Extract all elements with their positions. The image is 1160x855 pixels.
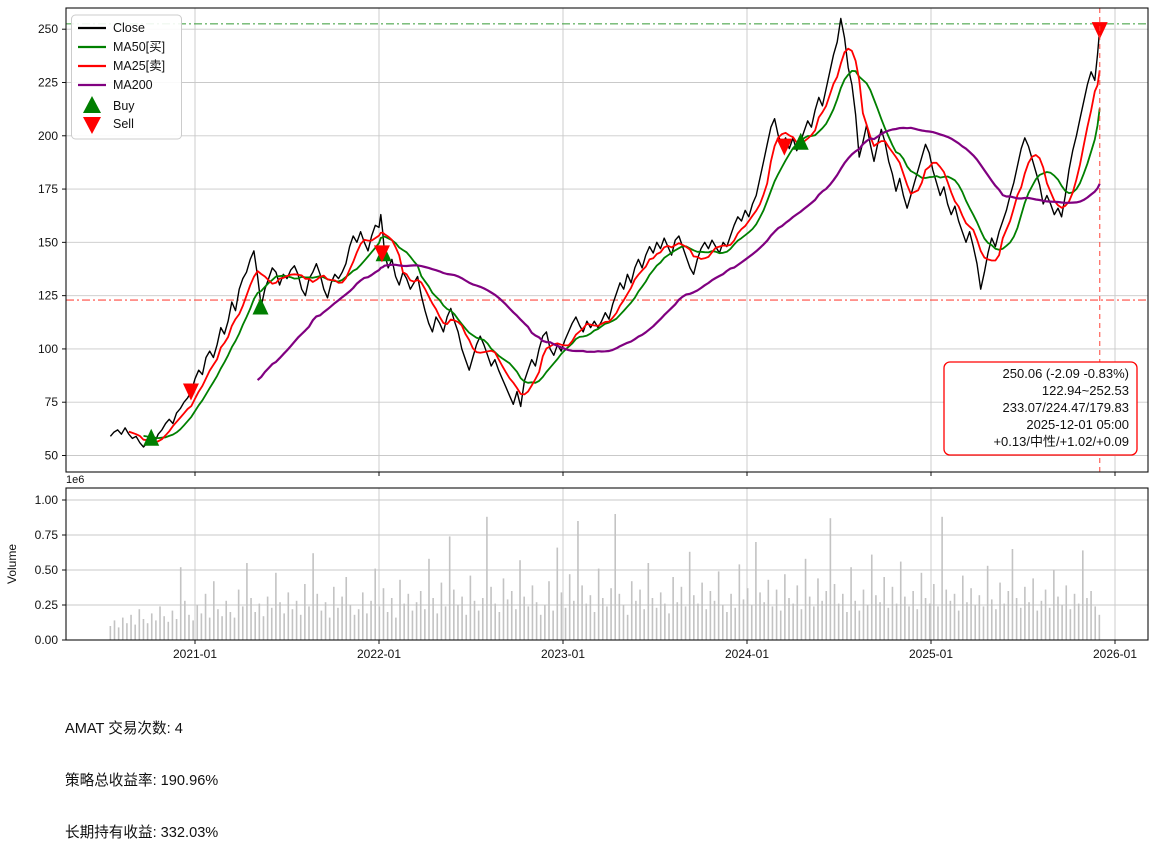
tick-marks [62,28,1116,644]
volume-axes [65,487,1149,641]
annotation-line: +0.13/中性/+1.02/+0.09 [993,434,1129,449]
buy-marker [792,132,809,150]
date-tick-label: 2021-01 [173,647,217,661]
strategy-return-line: 策略总收益率: 190.96% [65,773,219,790]
tick-labels: 50 75 100 125 150 175 200 225 250 0.00 0.25 0.50 0.7… [5,22,1137,661]
price-tick-label: 50 [45,449,59,463]
legend-buy-icon [83,96,101,113]
hold-return-line: 长期持有收益: 332.03% [65,824,219,841]
date-tick-label: 2022-01 [357,647,401,661]
volume-tick-label: 0.00 [35,633,59,647]
sell-marker [776,138,793,156]
legend-label: MA200 [113,78,153,92]
buy-marker [252,297,269,315]
legend-label: Sell [113,117,134,131]
date-tick-label: 2023-01 [541,647,585,661]
legend-label: MA25[卖] [113,59,165,73]
legend-sell-icon [83,117,101,134]
trade-report: AMAT 交易次数: 4 策略总收益率: 190.96% 长期持有收益: 332… [65,687,495,855]
legend-label: Buy [113,99,135,113]
date-tick-label: 2025-01 [909,647,953,661]
price-tick-label: 175 [38,182,58,196]
price-tick-label: 125 [38,289,58,303]
close-line [109,17,1101,448]
annotation-box: 250.06 (-2.09 -0.83%) 122.94~252.53 233.07… [943,361,1138,456]
annotation-line: 250.06 (-2.09 -0.83%) [1003,366,1129,381]
volume-tick-label: 0.25 [35,598,59,612]
price-tick-label: 150 [38,235,58,249]
axes [65,7,1149,641]
legend-label: MA50[买] [113,40,165,54]
buy-marker [143,428,160,446]
annotation-line: 122.94~252.53 [1042,383,1129,398]
sell-marker [373,245,390,263]
ma200-line [256,126,1101,381]
volume-bars [109,514,1101,640]
annotation-line: 233.07/224.47/179.83 [1002,400,1129,415]
symbol-trade-count: AMAT 交易次数: 4 [65,721,183,738]
legend: Close MA50[买] MA25[卖] MA200 Buy Sell [71,14,182,140]
date-tick-label: 2024-01 [725,647,769,661]
price-tick-label: 225 [38,75,58,89]
volume-axis-label: Volume [5,544,19,584]
volume-tick-label: 0.75 [35,528,59,542]
volume-tick-label: 0.50 [35,563,59,577]
price-volume-chart: 50 75 100 125 150 175 200 225 250 0.00 0.25 0.50 0.7… [5,7,1149,661]
annotation-line: 2025-12-01 05:00 [1026,417,1129,432]
date-tick-label: 2026-01 [1093,647,1137,661]
volume-tick-label: 1.00 [35,493,59,507]
price-tick-label: 250 [38,22,58,36]
main-axes [65,7,1149,473]
sell-marker [182,383,199,401]
price-tick-label: 75 [45,395,59,409]
price-tick-label: 100 [38,342,58,356]
legend-label: Close [113,21,145,35]
price-tick-label: 200 [38,129,58,143]
volume-multiplier: 1e6 [66,474,84,486]
ma25-line [128,47,1101,443]
